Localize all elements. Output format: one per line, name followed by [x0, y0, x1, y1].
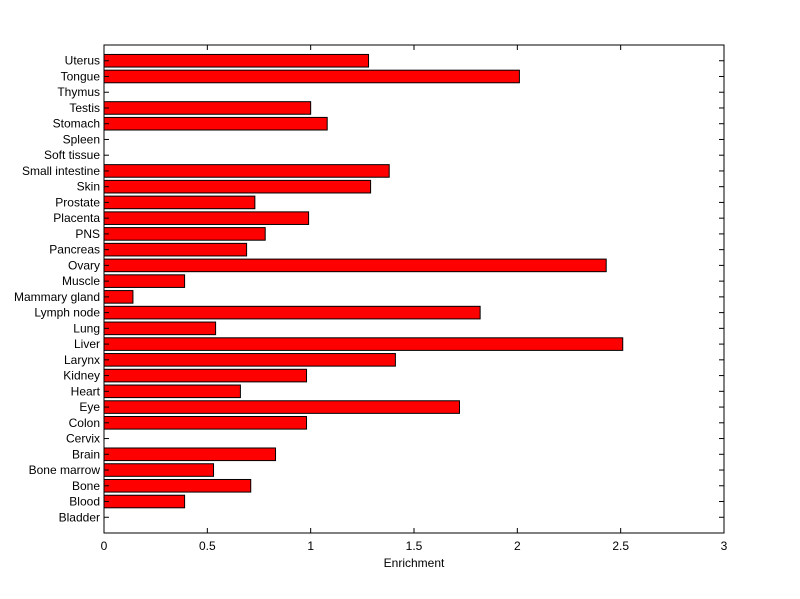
- y-tick-label: Placenta: [53, 211, 100, 225]
- bar-colon: [103, 416, 308, 430]
- y-tick-label: Prostate: [55, 195, 100, 209]
- y-tick-label: Lymph node: [34, 306, 100, 320]
- y-tick-label: Bone: [72, 479, 100, 493]
- bar-stomach: [103, 116, 328, 131]
- bar-uterus: [103, 53, 370, 68]
- bar-heart: [103, 384, 241, 399]
- bar-skin: [103, 179, 372, 194]
- bar-kidney: [103, 368, 308, 383]
- y-tick-label: Liver: [74, 337, 100, 351]
- bars-group: [103, 53, 624, 509]
- y-tick-label: Lung: [73, 321, 100, 335]
- y-tick-label: Soft tissue: [44, 148, 100, 162]
- x-axis-ticks: 0 0.5 1 1.5 2 2.5 3: [101, 45, 728, 553]
- bar-liver: [103, 337, 624, 351]
- y-tick-label: Tongue: [61, 69, 101, 83]
- y-tick-label: Small intestine: [22, 164, 100, 178]
- y-tick-label: Colon: [69, 416, 100, 430]
- bar-ovary: [103, 258, 607, 273]
- bar-muscle: [103, 274, 186, 288]
- x-tick-label: 3: [721, 539, 728, 553]
- y-tick-label: Larynx: [64, 353, 100, 367]
- y-tick-label: Thymus: [57, 85, 100, 99]
- bar-lung: [103, 321, 217, 336]
- x-tick-label: 0: [101, 539, 108, 553]
- y-tick-label: Uterus: [65, 54, 100, 68]
- y-tick-label: Mammary gland: [14, 290, 100, 304]
- y-tick-label: Testis: [69, 101, 100, 115]
- y-tick-label: PNS: [75, 227, 100, 241]
- y-tick-label: Eye: [79, 400, 100, 414]
- bar-eye: [103, 400, 460, 414]
- y-tick-label: Ovary: [68, 258, 100, 272]
- bar-placenta: [103, 211, 310, 225]
- bar-blood: [103, 494, 186, 509]
- x-tick-label: 1.5: [406, 539, 423, 553]
- y-tick-label: Bladder: [59, 510, 100, 524]
- bar-testis: [103, 101, 312, 115]
- bar-pns: [103, 227, 266, 241]
- y-tick-label: Kidney: [63, 369, 100, 383]
- bar-pancreas: [103, 242, 248, 257]
- x-tick-label: 2.5: [612, 539, 629, 553]
- bar-brain: [103, 447, 277, 462]
- y-tick-label: Bone marrow: [29, 463, 101, 477]
- bar-tongue: [103, 69, 520, 84]
- y-tick-label: Spleen: [63, 132, 100, 146]
- bar-bone: [103, 478, 252, 493]
- y-tick-label: Cervix: [66, 432, 100, 446]
- y-tick-label: Skin: [77, 180, 100, 194]
- y-tick-label: Blood: [69, 495, 100, 509]
- x-tick-label: 2: [514, 539, 521, 553]
- bar-larynx: [103, 353, 396, 367]
- x-tick-label: 1: [307, 539, 314, 553]
- y-tick-label: Heart: [71, 384, 101, 398]
- bar-small-intestine: [103, 164, 390, 178]
- bar-lymph-node: [103, 305, 481, 320]
- bar-prostate: [103, 195, 256, 210]
- y-tick-label: Brain: [72, 447, 100, 461]
- x-axis-label: Enrichment: [384, 556, 445, 570]
- x-tick-label: 0.5: [199, 539, 216, 553]
- y-tick-label: Muscle: [62, 274, 100, 288]
- y-tick-label: Stomach: [53, 117, 100, 131]
- bar-bone-marrow: [103, 463, 215, 477]
- y-tick-label: Pancreas: [49, 243, 100, 257]
